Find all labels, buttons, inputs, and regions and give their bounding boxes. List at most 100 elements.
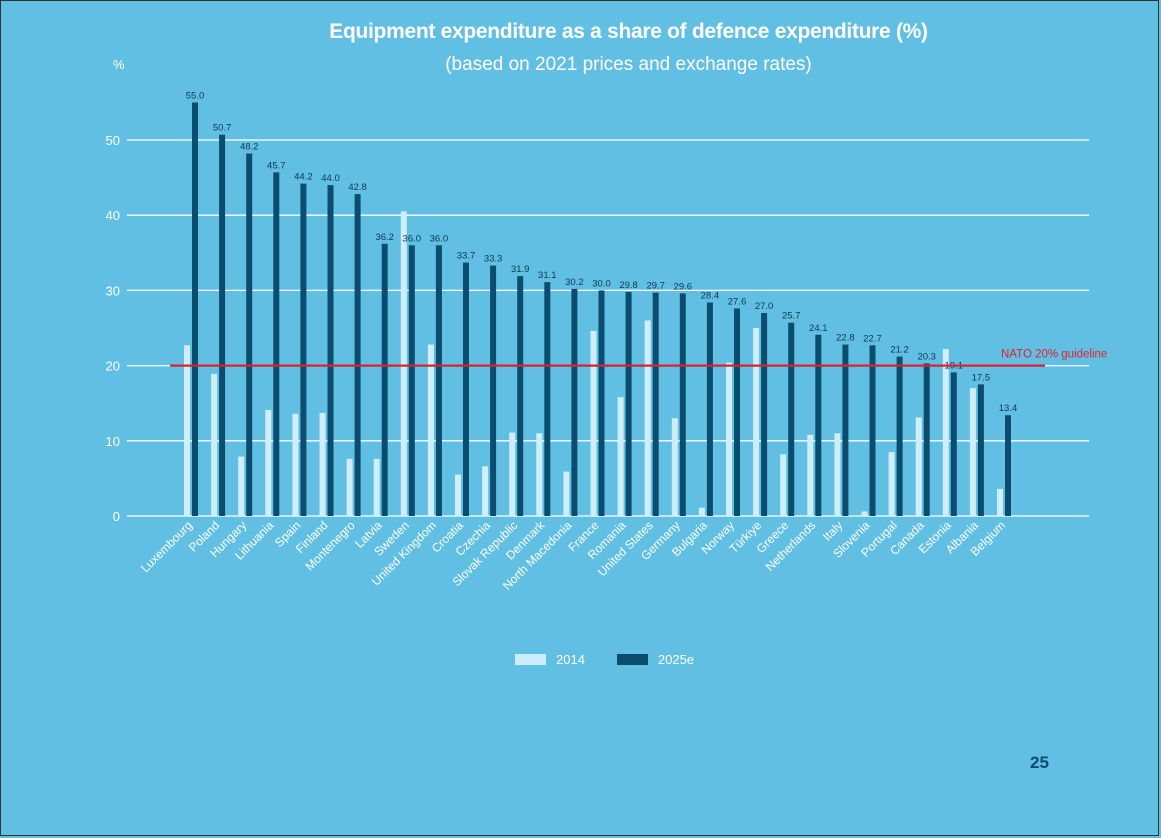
y-tick-label-0: 0 xyxy=(113,509,120,524)
chart-subtitle: (based on 2021 prices and exchange rates… xyxy=(0,54,1161,76)
bar-2025e-14 xyxy=(571,288,578,516)
bar-2025e-26 xyxy=(896,356,903,516)
bar-2025e-18 xyxy=(679,293,686,516)
value-label-2: 48.2 xyxy=(240,142,259,153)
bar-2025e-24 xyxy=(842,344,849,516)
bar-2014-5 xyxy=(319,412,326,516)
bar-2025e-25 xyxy=(869,345,876,516)
y-tick-label-40: 40 xyxy=(106,208,120,223)
bar-2014-2 xyxy=(238,456,245,516)
value-label-15: 30.0 xyxy=(592,278,611,289)
bar-2014-9 xyxy=(427,344,434,516)
bar-2014-3 xyxy=(265,409,272,516)
bar-2025e-6 xyxy=(354,194,361,517)
legend-swatch-2025e xyxy=(616,653,648,665)
value-label-25: 22.7 xyxy=(863,333,882,344)
bar-2014-22 xyxy=(780,454,787,516)
value-label-6: 42.8 xyxy=(348,182,367,193)
bar-2014-23 xyxy=(807,434,814,516)
bar-2025e-7 xyxy=(381,243,388,516)
bar-2014-7 xyxy=(373,458,380,516)
bar-2014-8 xyxy=(400,211,407,516)
chart-title: Equipment expenditure as a share of defe… xyxy=(0,20,1161,44)
bar-2025e-20 xyxy=(734,308,740,516)
value-label-19: 28.4 xyxy=(701,290,720,301)
bar-2014-0 xyxy=(184,345,190,516)
value-label-11: 33.3 xyxy=(484,254,503,265)
y-axis-unit-label: % xyxy=(113,57,125,72)
bar-2014-18 xyxy=(671,418,678,516)
value-label-3: 45.7 xyxy=(267,160,286,171)
value-label-22: 25.7 xyxy=(782,311,801,322)
bar-2014-21 xyxy=(753,328,760,516)
value-label-24: 22.8 xyxy=(836,333,855,344)
bar-2025e-15 xyxy=(598,290,605,516)
legend-item-2014: 2014 xyxy=(515,652,585,667)
bar-2025e-17 xyxy=(652,292,659,516)
bar-2014-28 xyxy=(942,349,949,516)
y-tick-label-10: 10 xyxy=(106,434,120,449)
bar-2014-29 xyxy=(969,388,976,516)
bar-2025e-1 xyxy=(219,134,226,516)
bar-2025e-4 xyxy=(300,183,307,516)
bar-2014-24 xyxy=(834,433,841,516)
value-label-4: 44.2 xyxy=(294,172,313,183)
bar-2025e-13 xyxy=(544,282,551,516)
bar-2014-4 xyxy=(292,413,299,516)
bar-2014-30 xyxy=(997,488,1003,516)
legend-item-2025e: 2025e xyxy=(616,651,695,667)
bar-2025e-23 xyxy=(815,334,822,516)
value-label-1: 50.7 xyxy=(213,123,232,134)
value-label-17: 29.7 xyxy=(646,281,665,292)
bar-2025e-21 xyxy=(761,312,768,516)
bar-2014-13 xyxy=(536,433,543,516)
y-tick-label-30: 30 xyxy=(106,283,120,298)
value-label-26: 21.2 xyxy=(890,345,909,356)
bar-2014-10 xyxy=(455,474,461,516)
value-label-7: 36.2 xyxy=(375,232,394,243)
bar-2025e-27 xyxy=(923,363,930,516)
bar-2025e-29 xyxy=(977,384,984,516)
value-label-21: 27.0 xyxy=(755,301,774,312)
bar-2014-19 xyxy=(698,507,705,516)
bar-2014-16 xyxy=(617,397,624,516)
value-label-14: 30.2 xyxy=(565,277,584,288)
bar-2014-1 xyxy=(211,373,218,516)
bar-2025e-3 xyxy=(273,172,280,516)
chart-title-text: Equipment expenditure as a share of defe… xyxy=(329,20,928,43)
y-tick-label-20: 20 xyxy=(106,359,120,374)
bar-2014-11 xyxy=(482,466,489,516)
category-label-0: Luxembourg xyxy=(138,518,195,575)
bar-2025e-12 xyxy=(517,276,524,516)
legend-label-2014: 2014 xyxy=(556,651,585,667)
bar-2025e-2 xyxy=(246,153,253,516)
bar-2014-6 xyxy=(346,458,353,516)
value-label-23: 24.1 xyxy=(809,323,828,334)
nato-guideline-label: NATO 20% guideline xyxy=(1001,349,1107,361)
bar-2025e-10 xyxy=(463,262,469,516)
bar-2014-17 xyxy=(644,320,651,516)
bar-2025e-22 xyxy=(788,322,795,516)
bar-2014-14 xyxy=(563,471,570,516)
value-label-5: 44.0 xyxy=(321,173,340,184)
bar-2025e-16 xyxy=(625,291,632,516)
bar-2025e-19 xyxy=(706,302,713,516)
legend-label-2025e: 2025e xyxy=(657,651,695,667)
bar-2014-12 xyxy=(509,432,516,516)
bar-2014-15 xyxy=(590,331,597,516)
legend-swatch-2014 xyxy=(515,653,546,665)
chart-subtitle-text: (based on 2021 prices and exchange rates… xyxy=(445,54,812,75)
bar-2014-26 xyxy=(888,452,895,516)
bar-2025e-30 xyxy=(1005,415,1011,516)
bar-2025e-11 xyxy=(490,265,497,516)
value-label-27: 20.3 xyxy=(917,351,936,362)
value-label-8: 36.0 xyxy=(403,233,422,244)
value-label-20: 27.6 xyxy=(728,296,747,307)
bar-2025e-0 xyxy=(192,102,198,517)
bar-2025e-9 xyxy=(435,245,442,516)
value-label-30: 13.4 xyxy=(999,403,1018,414)
value-label-12: 31.9 xyxy=(511,264,530,275)
y-tick-label-50: 50 xyxy=(106,133,120,148)
